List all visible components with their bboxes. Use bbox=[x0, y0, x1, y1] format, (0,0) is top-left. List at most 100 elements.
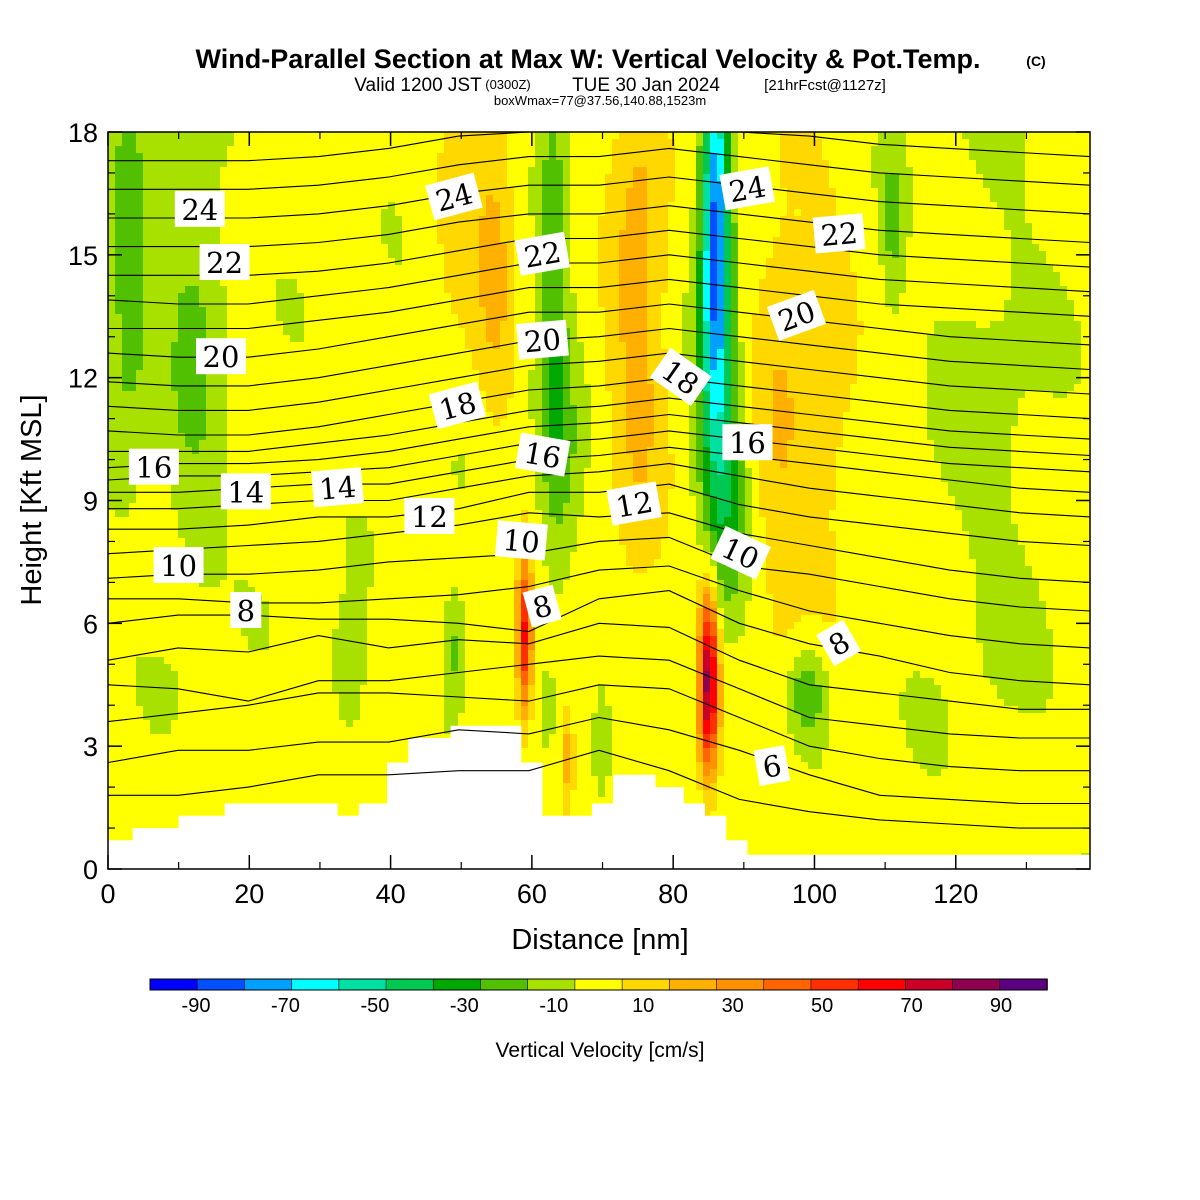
velocity-cell bbox=[185, 132, 193, 140]
velocity-cell bbox=[500, 314, 508, 322]
velocity-cell bbox=[689, 314, 697, 322]
velocity-cell bbox=[136, 216, 144, 224]
velocity-cell bbox=[948, 363, 956, 371]
velocity-cell bbox=[703, 195, 711, 203]
velocity-cell bbox=[934, 209, 942, 217]
velocity-cell bbox=[199, 328, 207, 336]
velocity-cell bbox=[1074, 139, 1082, 147]
velocity-cell bbox=[374, 244, 382, 252]
velocity-cell bbox=[780, 272, 788, 280]
velocity-cell bbox=[822, 293, 830, 301]
velocity-cell bbox=[262, 342, 270, 350]
velocity-cell bbox=[955, 328, 963, 336]
velocity-cell bbox=[1032, 328, 1040, 336]
velocity-cell bbox=[521, 370, 529, 378]
velocity-cell bbox=[731, 321, 739, 329]
velocity-cell bbox=[556, 279, 564, 287]
velocity-cell bbox=[325, 314, 333, 322]
velocity-cell bbox=[129, 223, 137, 231]
velocity-cell bbox=[899, 286, 907, 294]
velocity-cell bbox=[892, 223, 900, 231]
velocity-cell bbox=[241, 237, 249, 245]
velocity-cell bbox=[556, 209, 564, 217]
velocity-cell bbox=[969, 223, 977, 231]
velocity-cell bbox=[619, 363, 627, 371]
velocity-cell bbox=[717, 342, 725, 350]
velocity-cell bbox=[108, 356, 116, 364]
velocity-cell bbox=[647, 160, 655, 168]
velocity-cell bbox=[689, 258, 697, 266]
velocity-cell bbox=[955, 230, 963, 238]
velocity-cell bbox=[612, 286, 620, 294]
velocity-cell bbox=[591, 356, 599, 364]
velocity-cell bbox=[514, 195, 522, 203]
velocity-cell bbox=[430, 244, 438, 252]
velocity-cell bbox=[255, 314, 263, 322]
velocity-cell bbox=[1074, 216, 1082, 224]
velocity-cell bbox=[507, 244, 515, 252]
velocity-cell bbox=[290, 279, 298, 287]
velocity-cell bbox=[374, 139, 382, 147]
velocity-cell bbox=[1081, 328, 1089, 336]
velocity-cell bbox=[234, 286, 242, 294]
velocity-cell bbox=[136, 265, 144, 273]
velocity-cell bbox=[1046, 181, 1054, 189]
velocity-cell bbox=[220, 307, 228, 315]
velocity-cell bbox=[444, 356, 452, 364]
velocity-cell bbox=[444, 167, 452, 175]
velocity-cell bbox=[493, 209, 501, 217]
velocity-cell bbox=[1053, 244, 1061, 252]
velocity-cell bbox=[416, 181, 424, 189]
velocity-cell bbox=[955, 195, 963, 203]
velocity-cell bbox=[367, 244, 375, 252]
velocity-cell bbox=[780, 293, 788, 301]
velocity-cell bbox=[444, 307, 452, 315]
velocity-cell bbox=[857, 335, 865, 343]
velocity-cell bbox=[311, 188, 319, 196]
velocity-cell bbox=[465, 356, 473, 364]
velocity-cell bbox=[1081, 342, 1089, 350]
velocity-cell bbox=[381, 223, 389, 231]
velocity-cell bbox=[1004, 328, 1012, 336]
velocity-cell bbox=[178, 363, 186, 371]
velocity-cell bbox=[388, 370, 396, 378]
velocity-cell bbox=[1025, 370, 1033, 378]
velocity-cell bbox=[192, 230, 200, 238]
velocity-cell bbox=[619, 132, 627, 140]
velocity-cell bbox=[997, 356, 1005, 364]
velocity-cell bbox=[738, 132, 746, 140]
velocity-cell bbox=[787, 209, 795, 217]
velocity-cell bbox=[871, 202, 879, 210]
velocity-cell bbox=[892, 286, 900, 294]
velocity-cell bbox=[899, 307, 907, 315]
velocity-cell bbox=[1039, 132, 1047, 140]
velocity-cell bbox=[528, 279, 536, 287]
velocity-cell bbox=[717, 293, 725, 301]
velocity-cell bbox=[353, 139, 361, 147]
velocity-cell bbox=[696, 195, 704, 203]
velocity-cell bbox=[927, 272, 935, 280]
velocity-cell bbox=[430, 293, 438, 301]
velocity-cell bbox=[1025, 265, 1033, 273]
velocity-cell bbox=[668, 286, 676, 294]
velocity-cell bbox=[990, 139, 998, 147]
velocity-cell bbox=[1081, 230, 1089, 238]
velocity-cell bbox=[871, 167, 879, 175]
velocity-cell bbox=[192, 258, 200, 266]
velocity-cell bbox=[276, 251, 284, 259]
velocity-cell bbox=[409, 202, 417, 210]
velocity-cell bbox=[857, 356, 865, 364]
velocity-cell bbox=[829, 314, 837, 322]
velocity-cell bbox=[717, 321, 725, 329]
velocity-cell bbox=[682, 286, 690, 294]
velocity-cell bbox=[269, 209, 277, 217]
velocity-cell bbox=[1060, 293, 1068, 301]
velocity-cell bbox=[262, 258, 270, 266]
velocity-cell bbox=[353, 181, 361, 189]
velocity-cell bbox=[458, 363, 466, 371]
velocity-cell bbox=[843, 174, 851, 182]
velocity-cell bbox=[570, 321, 578, 329]
velocity-cell bbox=[829, 174, 837, 182]
velocity-cell bbox=[612, 314, 620, 322]
velocity-cell bbox=[696, 188, 704, 196]
